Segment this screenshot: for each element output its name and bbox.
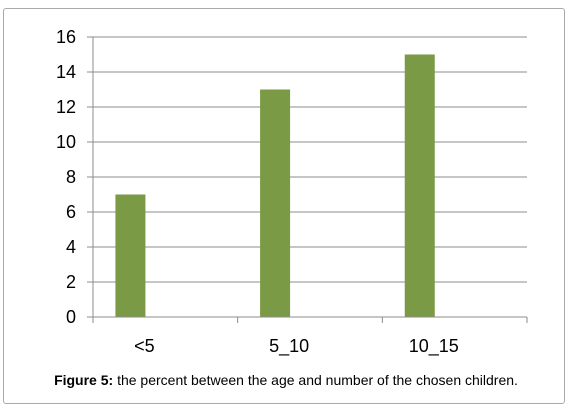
y-tick-label: 2 — [66, 272, 76, 292]
caption-label: Figure 5: — [54, 372, 114, 388]
y-tick-label: 12 — [56, 97, 76, 117]
x-tick-label: 5_10 — [269, 336, 309, 357]
y-tick-label: 16 — [56, 27, 76, 47]
y-tick-label: 10 — [56, 132, 76, 152]
y-tick-label: 4 — [66, 237, 76, 257]
caption-text: the percent between the age and number o… — [113, 372, 518, 388]
bar-5_10 — [260, 89, 291, 317]
bar-10_15 — [404, 54, 435, 317]
y-tick-label: 14 — [56, 62, 76, 82]
x-tick-label: 10_15 — [409, 336, 459, 357]
y-tick-label: 8 — [66, 167, 76, 187]
y-tick-label: 6 — [66, 202, 76, 222]
axes — [87, 36, 528, 323]
x-tick-label: <5 — [134, 336, 155, 356]
grid-lines — [93, 36, 527, 283]
bar-chart: 0 2 4 6 8 10 12 14 16 <5 5_10 10_15 — [56, 27, 528, 357]
figure-caption: Figure 5: the percent between the age an… — [0, 372, 572, 388]
tick-labels: 0 2 4 6 8 10 12 14 16 <5 5_10 10_15 — [56, 27, 459, 357]
bars — [115, 54, 435, 317]
y-tick-label: 0 — [66, 307, 76, 327]
bar-<5 — [115, 194, 146, 317]
